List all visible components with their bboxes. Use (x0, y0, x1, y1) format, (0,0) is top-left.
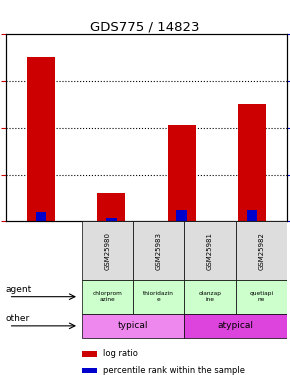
Bar (27, 57, 55, 221)
Bar (236, 221, 287, 280)
Text: log ratio: log ratio (103, 349, 138, 358)
Text: GSM25980: GSM25980 (104, 232, 110, 270)
Bar (184, 280, 236, 314)
Text: olanzap
ine: olanzap ine (199, 291, 222, 302)
Bar (133, 280, 184, 314)
Text: atypical: atypical (218, 321, 254, 330)
Bar (82, 368, 97, 374)
Text: quetiapi
ne: quetiapi ne (249, 291, 273, 302)
Bar (168, 125, 196, 221)
Text: GSM25981: GSM25981 (207, 232, 213, 270)
Bar (97, 193, 125, 221)
Bar (82, 314, 184, 338)
Bar (176, 210, 187, 221)
Text: chlorprom
azine: chlorprom azine (93, 291, 122, 302)
Bar (184, 314, 287, 338)
Text: agent: agent (6, 285, 32, 294)
Bar (238, 104, 266, 221)
Bar (236, 280, 287, 314)
Text: percentile rank within the sample: percentile rank within the sample (103, 366, 245, 375)
Bar (82, 351, 97, 357)
Bar (36, 212, 46, 221)
Bar (133, 221, 184, 280)
Text: GSM25982: GSM25982 (258, 232, 264, 270)
Text: GSM25983: GSM25983 (156, 232, 162, 270)
Bar (82, 221, 133, 280)
Text: thioridazin
e: thioridazin e (143, 291, 174, 302)
Text: typical: typical (118, 321, 148, 330)
Bar (82, 280, 133, 314)
Text: other: other (6, 314, 30, 322)
Bar (184, 221, 236, 280)
Bar (247, 210, 257, 221)
Bar (106, 217, 117, 221)
Text: GDS775 / 14823: GDS775 / 14823 (90, 21, 200, 34)
